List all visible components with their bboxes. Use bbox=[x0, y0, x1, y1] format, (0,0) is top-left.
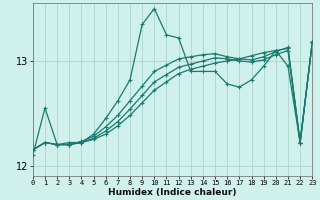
X-axis label: Humidex (Indice chaleur): Humidex (Indice chaleur) bbox=[108, 188, 237, 197]
